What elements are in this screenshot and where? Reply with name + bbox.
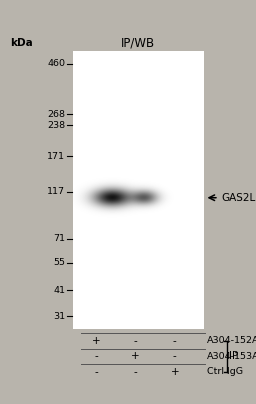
- Text: -: -: [94, 351, 98, 361]
- Text: 117: 117: [47, 187, 65, 196]
- Title: IP/WB: IP/WB: [121, 36, 155, 49]
- Text: -: -: [94, 367, 98, 377]
- Text: +: +: [131, 351, 140, 361]
- Text: -: -: [173, 336, 177, 346]
- Text: 268: 268: [47, 110, 65, 119]
- Text: 71: 71: [53, 234, 65, 243]
- Text: 41: 41: [53, 286, 65, 295]
- Text: IP: IP: [229, 351, 238, 361]
- Text: -: -: [173, 351, 177, 361]
- Text: GAS2L3: GAS2L3: [221, 193, 256, 203]
- Text: 460: 460: [47, 59, 65, 68]
- Text: 171: 171: [47, 152, 65, 161]
- Text: Ctrl IgG: Ctrl IgG: [207, 367, 243, 376]
- Text: -: -: [134, 336, 137, 346]
- Text: 238: 238: [47, 121, 65, 130]
- Text: kDa: kDa: [10, 38, 33, 48]
- Text: +: +: [170, 367, 179, 377]
- Text: A304-152A: A304-152A: [207, 337, 256, 345]
- Text: +: +: [92, 336, 101, 346]
- Text: 55: 55: [53, 258, 65, 267]
- Text: A304-153A: A304-153A: [207, 352, 256, 361]
- Text: -: -: [134, 367, 137, 377]
- Text: 31: 31: [53, 312, 65, 321]
